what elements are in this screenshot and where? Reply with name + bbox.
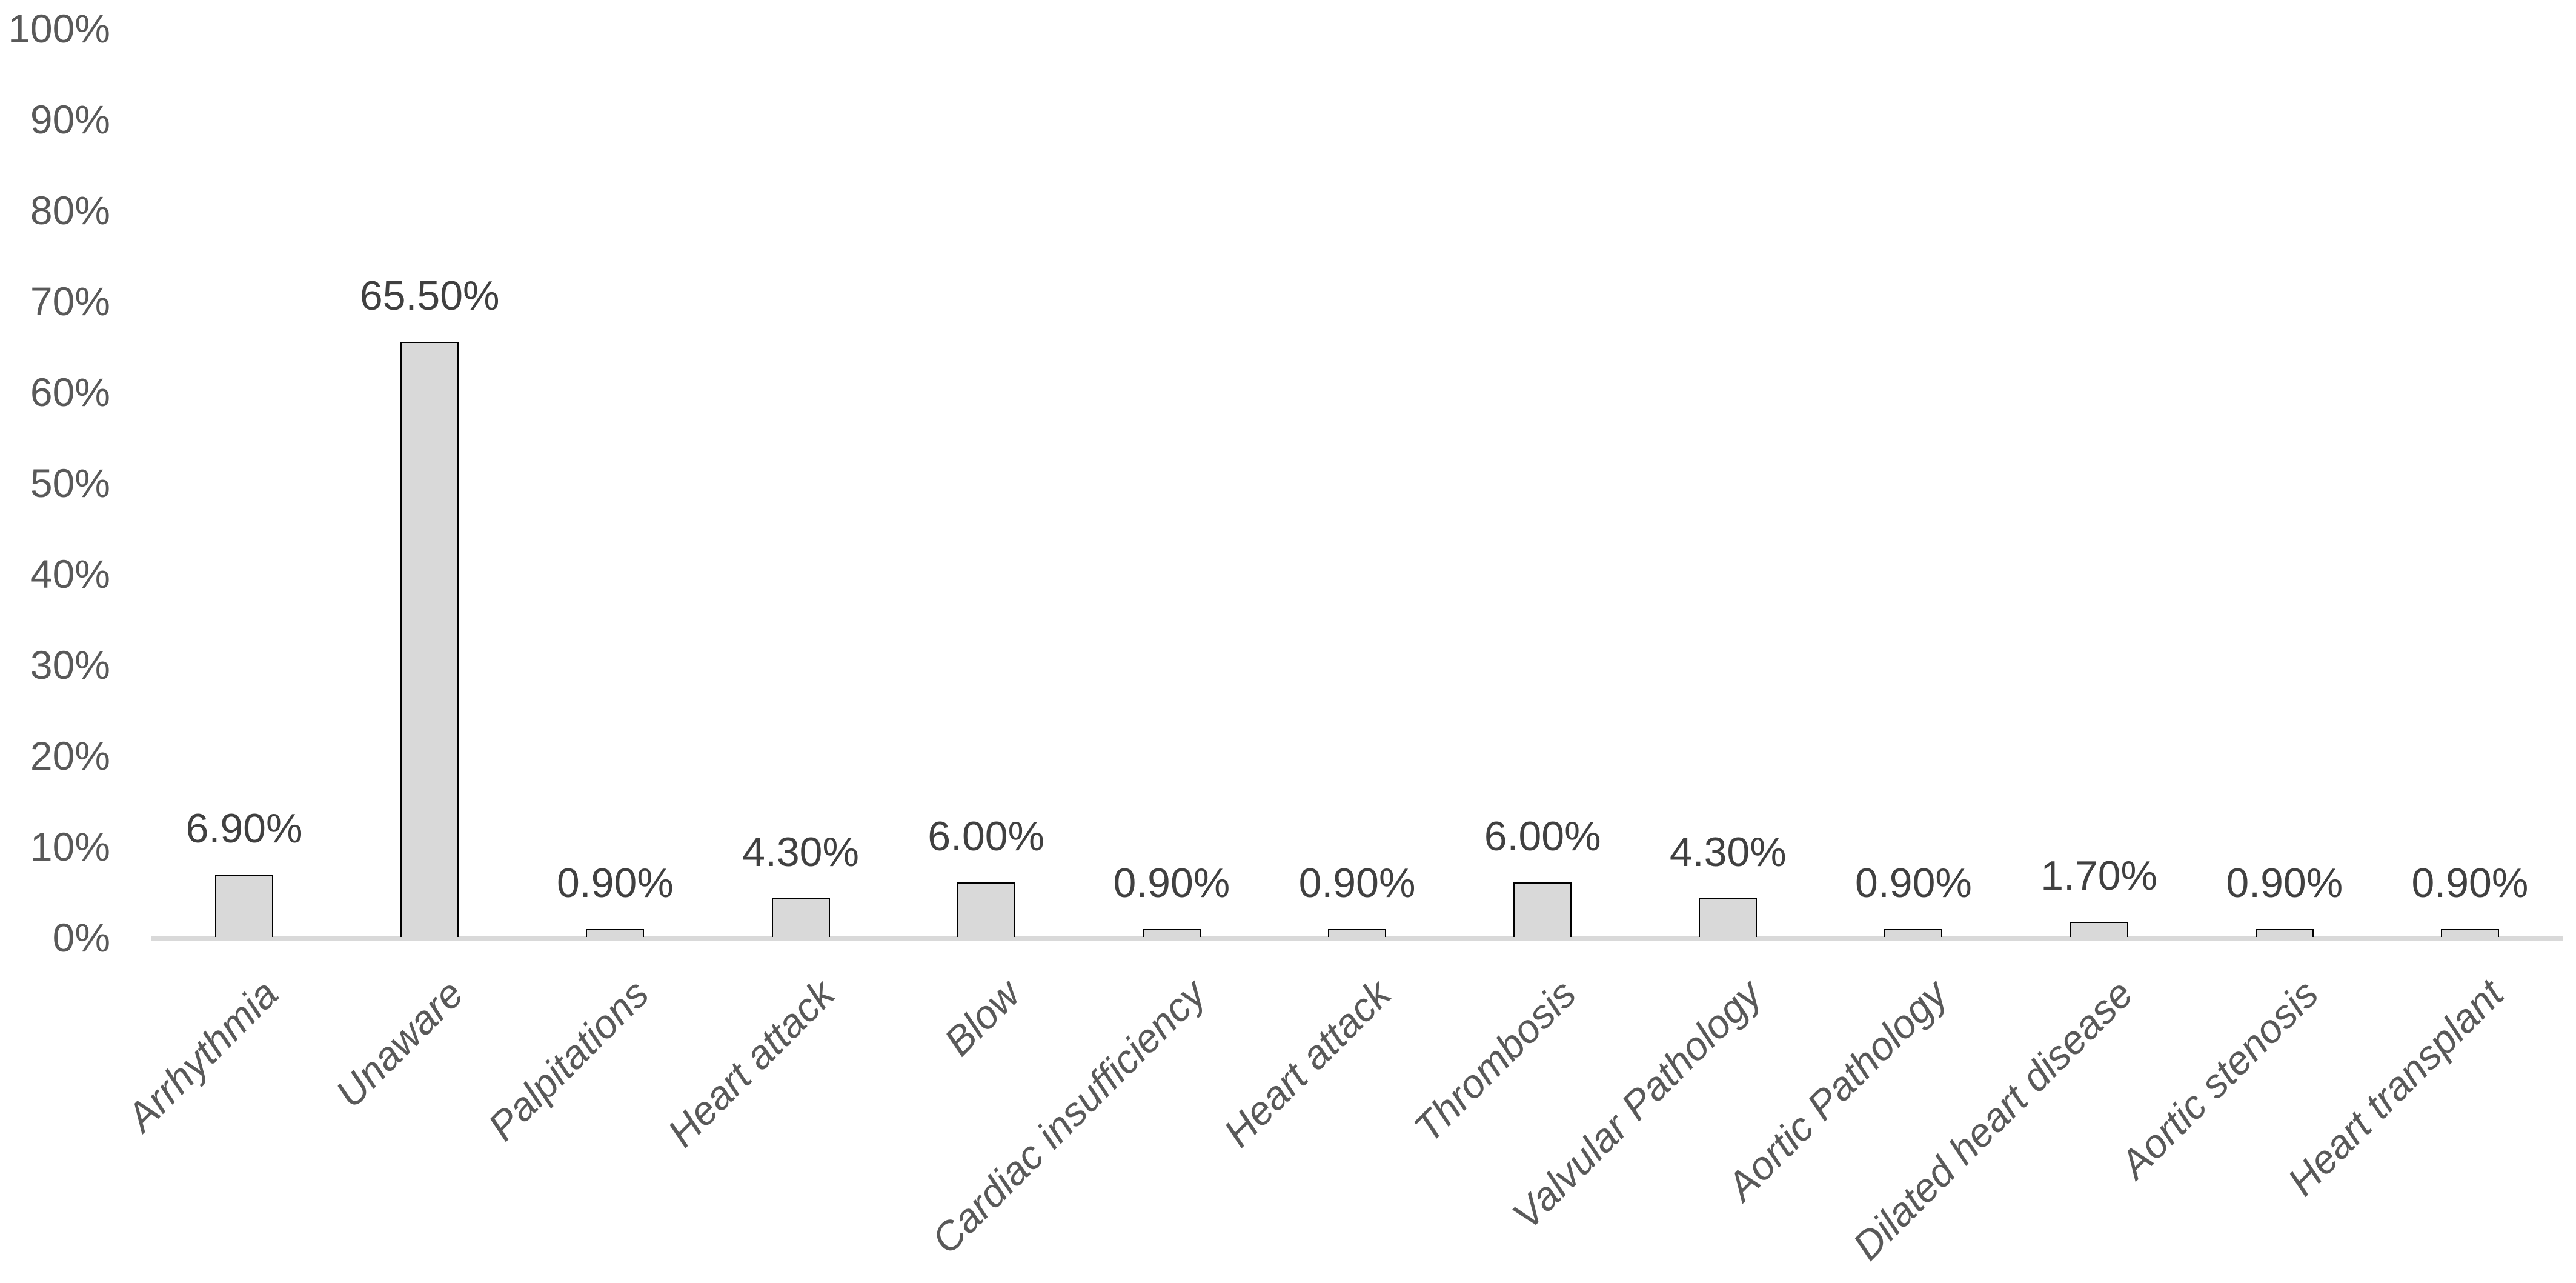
x-tick-label: Heart attack <box>1215 971 1399 1156</box>
x-tick-label: Aortic stenosis <box>2111 971 2327 1187</box>
y-tick-label: 80% <box>30 188 110 233</box>
y-tick-label: 60% <box>30 370 110 415</box>
x-tick-label: Heart attack <box>659 971 843 1156</box>
bar-value-label: 4.30% <box>742 828 859 875</box>
bar-value-label: 0.90% <box>2226 859 2343 906</box>
bar-value-label: 6.00% <box>1484 813 1601 859</box>
bar-value-label: 0.90% <box>1113 859 1230 906</box>
bar <box>400 341 459 937</box>
bar-value-label: 0.90% <box>556 859 674 906</box>
y-tick-label: 70% <box>30 279 110 324</box>
x-tick-label: Unaware <box>327 971 472 1116</box>
x-tick-label: Blow <box>935 971 1029 1064</box>
bar <box>771 898 830 937</box>
bar <box>586 928 645 937</box>
bar <box>1513 882 1572 937</box>
x-tick-label: Arrhythmia <box>118 971 287 1140</box>
bar <box>215 874 274 937</box>
y-tick-label: 10% <box>30 824 110 869</box>
bar <box>1699 898 1758 937</box>
bar-value-label: 6.90% <box>185 805 303 851</box>
y-tick-label: 40% <box>30 552 110 596</box>
y-tick-label: 20% <box>30 733 110 778</box>
bar-value-label: 0.90% <box>1855 859 1972 906</box>
x-tick-label: Palpitations <box>479 971 657 1149</box>
bar-value-label: 65.50% <box>359 272 500 319</box>
y-axis: 0% 10% 20% 30% 40% 50% 60% 70% 80% 90% 100% <box>0 0 110 1283</box>
bar-value-label: 0.90% <box>1298 859 1416 906</box>
bar <box>957 882 1015 937</box>
y-tick-label: 0% <box>52 915 110 960</box>
y-tick-label: 100% <box>8 6 110 51</box>
x-axis-line <box>151 936 2563 941</box>
bar <box>2070 921 2128 937</box>
bar <box>1884 928 1943 937</box>
bar <box>1328 928 1386 937</box>
y-tick-label: 90% <box>30 97 110 142</box>
bar <box>2255 928 2314 937</box>
y-tick-label: 30% <box>30 642 110 687</box>
bar-value-label: 0.90% <box>2411 859 2529 906</box>
bar <box>2440 928 2499 937</box>
y-tick-label: 50% <box>30 461 110 505</box>
bar-value-label: 1.70% <box>2040 852 2158 899</box>
bar <box>1142 928 1201 937</box>
x-tick-label: Thrombosis <box>1405 971 1585 1151</box>
bar-value-label: 6.00% <box>928 813 1045 859</box>
bar-value-label: 4.30% <box>1669 828 1787 875</box>
